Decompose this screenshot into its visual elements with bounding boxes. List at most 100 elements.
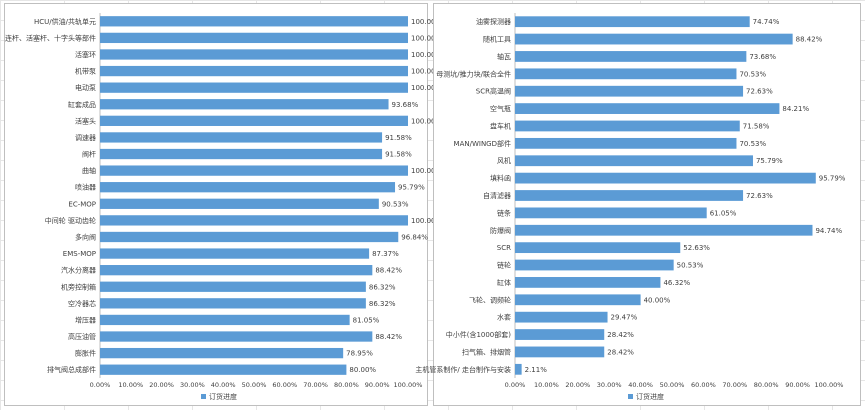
chart-right-svg: 油雾探测器 74.74% 随机工具 88.42% 轴瓦 73.68% 母测坑/推力块/联合全… (415, 13, 846, 401)
data-label: 52.63% (683, 244, 710, 252)
chart-right[interactable]: 油雾探测器 74.74% 随机工具 88.42% 轴瓦 73.68% 母测坑/推力块/联合全… (415, 3, 861, 406)
bar[interactable] (515, 103, 780, 114)
chart-left-svg: HCU/供油/共轨单元 100.00% 连杆、活塞杆、十字头等部件 100.00% 活塞… (5, 13, 442, 401)
data-label: 100.00% (411, 68, 442, 76)
bar[interactable] (515, 172, 816, 184)
category-label: 膨胀件 (75, 349, 96, 358)
category-label: 油雾探测器 (476, 17, 511, 26)
x-tick-label: 60.00% (691, 381, 716, 389)
data-label: 94.74% (815, 227, 842, 235)
bar[interactable] (100, 165, 408, 176)
data-label: 80.00% (349, 366, 376, 374)
x-tick-label: 100.00% (815, 381, 844, 389)
category-label: 汽水分离器 (61, 266, 96, 275)
bar[interactable] (515, 120, 740, 132)
legend-label: 订货进度 (636, 392, 664, 401)
x-tick-label: 90.00% (365, 381, 390, 389)
data-label: 88.42% (375, 333, 402, 341)
category-label: 高压油管 (68, 332, 96, 341)
bar[interactable] (100, 215, 408, 226)
bar[interactable] (100, 148, 383, 160)
bar[interactable] (100, 198, 379, 209)
category-label: 中间轮 驱动齿轮 (45, 216, 96, 225)
bar[interactable] (100, 115, 408, 126)
x-tick-label: 60.00% (272, 381, 297, 389)
bar[interactable] (515, 294, 641, 306)
x-tick-label: 80.00% (754, 381, 779, 389)
bar[interactable] (515, 190, 744, 201)
bar[interactable] (515, 85, 744, 97)
category-label: 链轮 (497, 261, 511, 270)
data-label: 100.00% (411, 34, 442, 42)
bar[interactable] (100, 298, 366, 309)
category-label: 链条 (497, 208, 511, 217)
bar[interactable] (515, 51, 747, 62)
x-tick-label: 90.00% (785, 381, 810, 389)
bar[interactable] (515, 259, 674, 271)
data-label: 90.53% (382, 200, 409, 208)
bar[interactable] (515, 311, 608, 323)
data-label: 29.47% (611, 314, 638, 322)
bar[interactable] (100, 281, 366, 292)
category-label: MAN/WINGD部件 (454, 139, 511, 148)
bar[interactable] (100, 265, 373, 276)
data-label: 100.00% (411, 217, 442, 225)
category-label: 连杆、活塞杆、十字头等部件 (5, 33, 96, 42)
x-tick-label: 30.00% (180, 381, 205, 389)
bar[interactable] (515, 68, 737, 80)
bar[interactable] (100, 132, 383, 143)
bar[interactable] (100, 49, 408, 60)
bar[interactable] (100, 331, 373, 342)
bar[interactable] (515, 363, 522, 375)
category-label: 自清滤器 (483, 191, 511, 200)
x-tick-label: 40.00% (628, 381, 653, 389)
x-tick-label: 40.00% (211, 381, 236, 389)
x-tick-label: 0.00% (90, 381, 111, 389)
category-label: 调速器 (75, 133, 96, 142)
category-label: HCU/供油/共轨单元 (34, 17, 96, 26)
category-label: 主机管系制作/ 走台制作与安装 (415, 365, 511, 374)
bar[interactable] (100, 65, 408, 77)
data-label: 71.58% (743, 122, 770, 130)
bar[interactable] (100, 347, 344, 359)
category-label: 轴瓦 (497, 52, 511, 61)
data-label: 50.53% (677, 262, 704, 270)
category-label: 随机工具 (483, 35, 511, 44)
bar[interactable] (515, 242, 681, 254)
bar[interactable] (100, 248, 370, 259)
category-label: 曲轴 (82, 166, 96, 175)
bar[interactable] (515, 33, 793, 45)
data-label: 88.42% (796, 36, 823, 44)
data-label: 100.00% (411, 84, 442, 92)
category-label: 盘车机 (490, 121, 511, 130)
bar[interactable] (515, 137, 737, 149)
bar[interactable] (100, 364, 347, 375)
data-label: 95.79% (398, 184, 425, 192)
data-label: 70.53% (739, 140, 766, 148)
category-label: 缸体 (497, 278, 511, 287)
bar[interactable] (515, 155, 753, 167)
bar[interactable] (100, 182, 396, 193)
bar[interactable] (100, 314, 350, 326)
bar[interactable] (100, 99, 389, 110)
bar[interactable] (100, 16, 408, 27)
chart-left[interactable]: HCU/供油/共轨单元 100.00% 连杆、活塞杆、十字头等部件 100.00% 活塞… (4, 3, 442, 406)
bar[interactable] (100, 82, 408, 93)
bar[interactable] (515, 329, 605, 340)
bar[interactable] (515, 207, 707, 219)
bar[interactable] (515, 346, 605, 358)
bar[interactable] (100, 231, 399, 243)
category-label: 填料函 (490, 174, 511, 183)
legend-swatch (201, 394, 206, 399)
data-label: 96.84% (401, 233, 428, 241)
bar[interactable] (515, 224, 813, 236)
bar[interactable] (100, 32, 408, 44)
x-tick-label: 70.00% (722, 381, 747, 389)
data-label: 87.37% (372, 250, 399, 258)
category-label: 机旁控制箱 (61, 282, 96, 291)
bar[interactable] (515, 16, 750, 28)
data-label: 100.00% (411, 18, 442, 26)
x-tick-label: 100.00% (394, 381, 423, 389)
data-label: 91.58% (385, 151, 412, 159)
bar[interactable] (515, 277, 661, 288)
